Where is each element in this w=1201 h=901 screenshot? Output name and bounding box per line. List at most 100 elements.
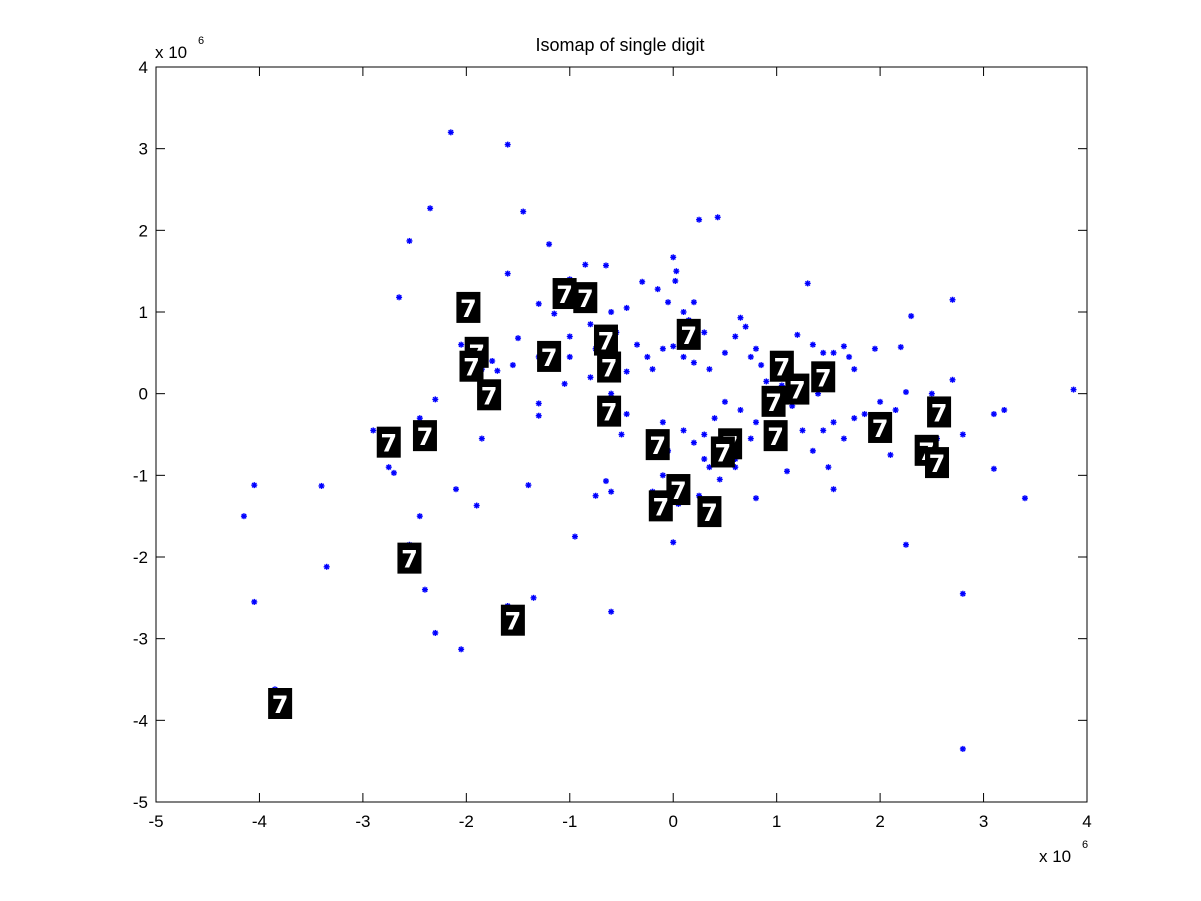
data-point xyxy=(432,396,439,403)
data-point xyxy=(840,343,847,350)
data-point xyxy=(892,407,899,413)
data-point xyxy=(623,304,630,311)
thumbnail-background xyxy=(537,340,562,372)
thumbnail-background xyxy=(397,542,422,574)
data-point xyxy=(659,419,666,426)
data-point xyxy=(639,278,646,285)
digit-thumbnail: 7 xyxy=(573,282,598,314)
data-point xyxy=(602,262,609,269)
data-point xyxy=(809,341,816,348)
data-point xyxy=(520,208,527,215)
data-point xyxy=(649,366,656,373)
x-tick-label: -3 xyxy=(355,812,370,831)
x-tick-label: -1 xyxy=(562,812,577,831)
thumbnail-background xyxy=(412,420,437,452)
data-point xyxy=(763,378,770,385)
data-point xyxy=(680,309,687,315)
data-point xyxy=(566,353,573,360)
data-point xyxy=(794,331,801,338)
data-point xyxy=(566,333,573,340)
digit-thumbnail: 7 xyxy=(537,340,562,372)
thumbnail-digit: 7 xyxy=(380,430,397,458)
digit-thumbnail: 7 xyxy=(811,361,836,393)
data-point xyxy=(820,349,827,356)
y-tick-label: -4 xyxy=(133,711,148,730)
data-point xyxy=(318,482,325,489)
data-point xyxy=(1070,386,1077,393)
data-point xyxy=(784,468,791,475)
digit-thumbnail: 7 xyxy=(927,396,952,428)
digit-thumbnail: 7 xyxy=(676,318,701,350)
data-point xyxy=(897,344,904,351)
data-point xyxy=(515,335,522,342)
data-point xyxy=(432,629,439,636)
thumbnail-digit: 7 xyxy=(463,354,480,382)
data-point xyxy=(251,598,258,605)
data-point xyxy=(421,586,428,593)
data-point xyxy=(716,476,723,483)
thumbnail-digit: 7 xyxy=(401,546,418,574)
data-point xyxy=(587,374,594,381)
digit-thumbnail: 7 xyxy=(597,351,622,383)
data-point xyxy=(608,309,615,315)
data-point xyxy=(551,310,558,317)
data-point xyxy=(535,300,542,307)
digit-thumbnail: 7 xyxy=(925,447,950,479)
data-point xyxy=(902,541,909,548)
thumbnail-digit: 7 xyxy=(556,281,573,309)
x-tick-label: 1 xyxy=(772,812,781,831)
y-exponent-power: 6 xyxy=(198,35,204,47)
y-exponent-label: x 10 6 xyxy=(155,35,204,62)
plot-axes: -5 -4 -3 -2 -1 0 1 2 3 4 -5 -4 -3 -2 -1 0 1 2 3 4 xyxy=(133,58,1092,831)
digit-thumbnail: 7 xyxy=(500,604,525,636)
data-point xyxy=(840,435,847,442)
thumbnail-background xyxy=(785,373,810,405)
data-point xyxy=(623,368,630,375)
data-point xyxy=(427,205,434,212)
digit-thumbnail: 7 xyxy=(412,420,437,452)
data-point xyxy=(670,254,677,261)
thumbnail-digit: 7 xyxy=(505,608,522,636)
thumbnail-digit: 7 xyxy=(680,322,697,350)
data-point xyxy=(525,482,532,489)
data-point xyxy=(602,478,609,485)
data-point xyxy=(714,214,721,221)
y-tick-label: -1 xyxy=(133,466,148,485)
thumbnail-background xyxy=(552,278,577,310)
data-point xyxy=(747,353,754,360)
data-point xyxy=(654,286,661,293)
data-point xyxy=(959,431,966,438)
thumbnail-background xyxy=(697,496,722,528)
thumbnail-digit: 7 xyxy=(767,423,784,451)
data-point xyxy=(846,353,853,360)
data-point xyxy=(489,358,496,364)
digit-thumbnail: 7 xyxy=(397,542,422,574)
data-point xyxy=(494,367,501,374)
digit-thumbnail: 7 xyxy=(666,474,691,506)
data-point xyxy=(804,280,811,287)
data-point xyxy=(561,380,568,387)
data-point xyxy=(680,427,687,434)
data-point xyxy=(530,594,537,601)
data-point xyxy=(665,299,672,306)
thumbnail-background xyxy=(868,411,893,443)
data-point xyxy=(458,646,465,653)
thumbnail-background xyxy=(477,379,502,411)
data-point xyxy=(690,439,697,446)
data-point xyxy=(458,341,465,348)
data-point xyxy=(949,296,956,303)
data-point xyxy=(634,341,641,348)
data-point xyxy=(990,411,997,418)
data-point xyxy=(877,398,884,405)
data-point xyxy=(928,390,935,397)
data-point xyxy=(390,469,397,476)
axes-box xyxy=(155,66,1088,803)
thumbnail-digit: 7 xyxy=(872,415,889,443)
data-point xyxy=(370,427,377,434)
x-tick-label: 2 xyxy=(875,812,884,831)
thumbnail-background xyxy=(925,447,950,479)
digit-thumbnail: 7 xyxy=(761,385,786,417)
data-point xyxy=(721,349,728,356)
data-point xyxy=(809,447,816,454)
data-point xyxy=(587,321,594,328)
